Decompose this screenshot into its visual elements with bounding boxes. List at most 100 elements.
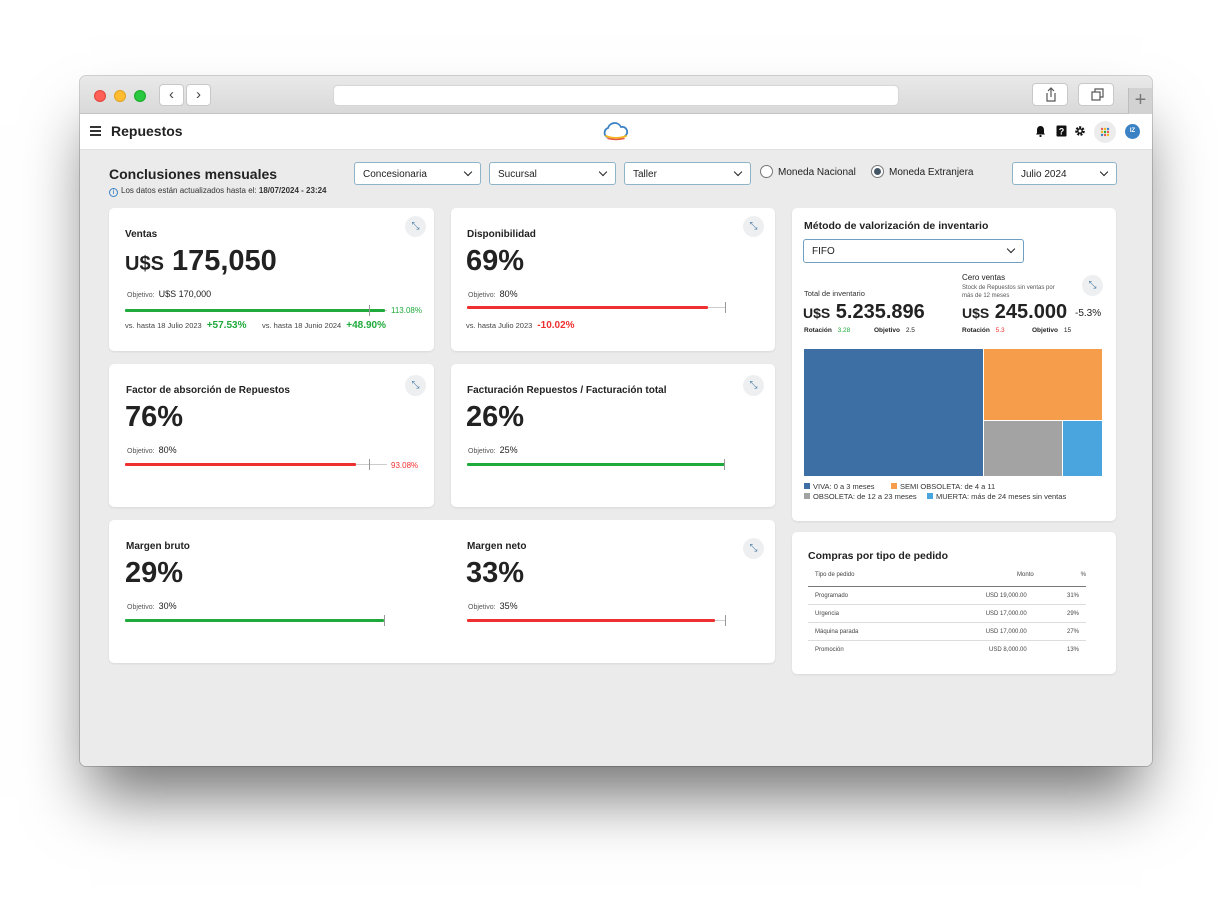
margen-neto-title: Margen neto — [467, 541, 527, 552]
comparison-value: -10.02% — [537, 320, 575, 331]
cloud-logo-icon — [603, 122, 629, 141]
period-select-label: Julio 2024 — [1021, 169, 1067, 180]
objective-marker — [724, 459, 725, 470]
compras-title: Compras por tipo de pedido — [808, 550, 949, 562]
total-inventario-label: Total de inventario — [804, 289, 865, 298]
concesionaria-select[interactable]: Concesionaria — [354, 162, 481, 185]
cell-monto: USD 8,000.00 — [923, 640, 1034, 655]
maximize-window-button[interactable] — [134, 90, 146, 102]
expand-button[interactable]: ⤡ — [743, 216, 764, 237]
progress-bar — [125, 309, 385, 312]
table-row: Máquina parada USD 17,000.00 27% — [808, 622, 1086, 641]
legend-label: OBSOLETA: de 12 a 23 meses — [813, 492, 917, 501]
objective-value: 80% — [499, 289, 518, 299]
address-bar[interactable] — [333, 85, 899, 106]
close-window-button[interactable] — [94, 90, 106, 102]
objective-label: Objetivo — [1032, 327, 1059, 334]
rotation-value: 3.28 — [837, 327, 851, 334]
compras-table-viewport[interactable]: Tipo de pedido Monto % Programado USD 19,… — [792, 532, 1116, 655]
inventario-card: Método de valorización de inventario FIF… — [792, 208, 1116, 521]
ventas-value: U$S 175,050 — [125, 245, 277, 278]
valuation-method-select[interactable]: FIFO — [803, 239, 1024, 263]
chevron-left-icon: ‹ — [169, 86, 174, 103]
app-header: Repuestos ? IZ — [80, 114, 1152, 150]
total-inventario-value: U$S 5.235.896 — [803, 301, 925, 324]
disponibilidad-card: ⤡ Disponibilidad 69% Objetivo: 80% vs. ha… — [451, 208, 775, 351]
forward-button[interactable]: › — [186, 84, 211, 106]
app-title: Repuestos — [111, 123, 183, 139]
taller-select-label: Taller — [633, 169, 657, 180]
objective-value: 15 — [1063, 327, 1072, 334]
comparison-2023: vs. hasta Julio 2023 -10.02% — [466, 320, 575, 331]
objective-marker — [725, 615, 726, 626]
apps-button[interactable] — [1094, 121, 1116, 143]
updated-label: Los datos están actualizados hasta el: — [121, 186, 257, 195]
objective: Objetivo: 35% — [468, 601, 518, 611]
share-button[interactable] — [1032, 83, 1068, 106]
expand-button[interactable]: ⤡ — [405, 375, 426, 396]
objective: Objetivo: 80% — [127, 445, 177, 455]
objective-marker — [384, 615, 385, 626]
sucursal-select[interactable]: Sucursal — [489, 162, 616, 185]
radio-circle — [760, 165, 773, 178]
legend-label: VIVA: 0 a 3 meses — [813, 482, 875, 491]
expand-icon: ⤡ — [1088, 280, 1097, 291]
column-header: Monto — [923, 572, 1034, 587]
table-row: Urgencia USD 17,000.00 29% — [808, 604, 1086, 623]
gear-icon[interactable] — [1074, 125, 1086, 140]
objective-value: 35% — [499, 601, 518, 611]
inventario-title: Método de valorización de inventario — [804, 220, 989, 232]
legend-label: SEMI OBSOLETA: de 4 a 11 — [900, 482, 996, 491]
objective: Objetivo: 25% — [468, 445, 518, 455]
total-amount: 5.235.896 — [835, 301, 925, 323]
minimize-window-button[interactable] — [114, 90, 126, 102]
legend-label: MUERTA: más de 24 meses sin ventas — [936, 492, 1067, 501]
margen-bruto-title: Margen bruto — [126, 541, 190, 552]
cell-monto: USD 19,000.00 — [923, 586, 1034, 605]
progress-bar — [467, 306, 708, 309]
expand-button[interactable]: ⤡ — [1082, 275, 1103, 296]
table-row: Promoción USD 8,000.00 13% — [808, 640, 1086, 655]
expand-icon: ⤡ — [411, 221, 420, 232]
radio-moneda-nacional[interactable]: Moneda Nacional — [760, 165, 856, 178]
chevron-down-icon — [1006, 244, 1016, 254]
expand-button[interactable]: ⤡ — [405, 216, 426, 237]
apps-grid-icon — [1100, 127, 1110, 137]
chevron-right-icon: › — [196, 86, 201, 103]
user-avatar[interactable]: IZ — [1125, 124, 1140, 139]
absorcion-value: 76% — [125, 401, 184, 433]
taller-select[interactable]: Taller — [624, 162, 751, 185]
column-header: % — [1033, 572, 1086, 587]
chevron-down-icon — [463, 167, 473, 177]
cell-tipo: Programado — [808, 586, 924, 605]
browser-window: ‹ › + Repuestos ? — [80, 76, 1152, 766]
expand-button[interactable]: ⤡ — [743, 375, 764, 396]
rotation-label: Rotación — [962, 327, 990, 334]
chevron-down-icon — [598, 167, 608, 177]
help-icon[interactable]: ? — [1056, 125, 1067, 140]
margen-bruto-value: 29% — [125, 557, 184, 589]
total-objetivo: Objetivo 2.5 — [874, 327, 915, 334]
page-title: Conclusiones mensuales — [109, 166, 278, 182]
cero-objetivo: Objetivo 15 — [1032, 327, 1071, 334]
back-button[interactable]: ‹ — [159, 84, 184, 106]
objective-marker — [369, 305, 370, 316]
new-tab-button[interactable]: + — [1128, 88, 1152, 114]
objective-label: Objetivo: — [468, 448, 496, 455]
radio-circle-selected — [871, 165, 884, 178]
tabs-overview-button[interactable] — [1078, 83, 1114, 106]
comparison-2023: vs. hasta 18 Julio 2023 +57.53% — [125, 320, 246, 331]
cell-tipo: Máquina parada — [808, 622, 924, 641]
legend-swatch — [927, 493, 933, 499]
progress-bar — [467, 463, 725, 466]
progress-bar — [125, 619, 384, 622]
objective: Objetivo: U$S 170,000 — [127, 289, 211, 299]
radio-moneda-extranjera[interactable]: Moneda Extranjera — [871, 165, 974, 178]
menu-icon[interactable] — [90, 126, 101, 136]
expand-button[interactable]: ⤡ — [743, 538, 764, 559]
margenes-card: ⤡ Margen bruto 29% Objetivo: 30% Margen n… — [109, 520, 775, 663]
bell-icon[interactable] — [1035, 125, 1046, 140]
margen-neto-value: 33% — [466, 557, 525, 589]
period-select[interactable]: Julio 2024 — [1012, 162, 1117, 185]
cero-ventas-value: U$S 245.000 — [962, 301, 1067, 324]
